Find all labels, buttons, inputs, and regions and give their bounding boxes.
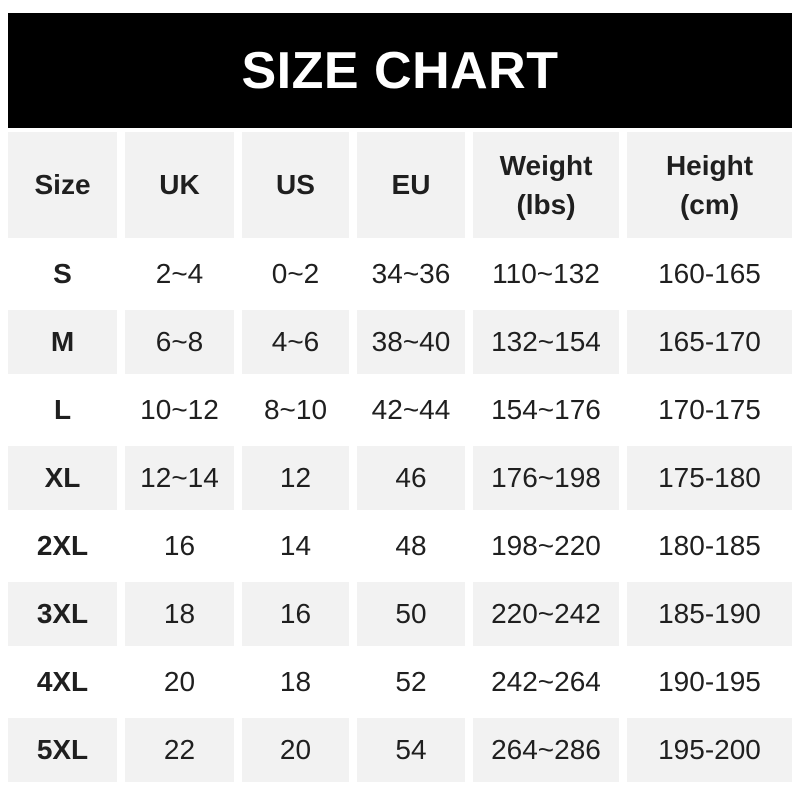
row-label-cell: M [8,310,117,374]
title-banner: SIZE CHART [8,13,792,128]
table-cell: 52 [357,650,465,714]
table-row-xl: XL 12~14 12 46 176~198 175-180 [8,446,792,510]
row-label-cell: 3XL [8,582,117,646]
page-title: SIZE CHART [241,41,559,100]
table-cell: 180-185 [627,514,792,578]
table-cell: 110~132 [473,242,619,306]
table-cell: 6~8 [125,310,234,374]
column-header-label: Weight [499,149,593,181]
table-row-s: S 2~4 0~2 34~36 110~132 160-165 [8,242,792,306]
table-cell: 12 [242,446,349,510]
table-cell: 160-165 [627,242,792,306]
column-header-label: US [276,169,315,201]
row-label-cell: L [8,378,117,442]
table-cell: 175-180 [627,446,792,510]
table-cell: 132~154 [473,310,619,374]
column-header-eu: EU [357,132,465,238]
table-cell: 34~36 [357,242,465,306]
table-cell: 242~264 [473,650,619,714]
table-cell: 14 [242,514,349,578]
table-cell: 38~40 [357,310,465,374]
table-cell: 16 [125,514,234,578]
table-cell: 22 [125,718,234,782]
table-cell: 170-175 [627,378,792,442]
column-header-size: Size [8,132,117,238]
row-label-cell: 2XL [8,514,117,578]
table-cell: 50 [357,582,465,646]
table-cell: 18 [125,582,234,646]
table-cell: 195-200 [627,718,792,782]
table-cell: 154~176 [473,378,619,442]
table-cell: 16 [242,582,349,646]
table-row-3xl: 3XL 18 16 50 220~242 185-190 [8,582,792,646]
table-cell: 12~14 [125,446,234,510]
column-header-unit: (cm) [679,189,740,220]
table-cell: 264~286 [473,718,619,782]
table-cell: 176~198 [473,446,619,510]
table-cell: 4~6 [242,310,349,374]
table-cell: 10~12 [125,378,234,442]
column-header-us: US [242,132,349,238]
table-cell: 20 [242,718,349,782]
table-cell: 46 [357,446,465,510]
column-header-uk: UK [125,132,234,238]
column-header-weight: Weight (lbs) [473,132,619,238]
column-header-label: UK [159,169,200,201]
column-header-height: Height (cm) [627,132,792,238]
column-header-unit: (lbs) [516,189,576,220]
column-header-label: EU [391,169,431,201]
table-row-4xl: 4XL 20 18 52 242~264 190-195 [8,650,792,714]
column-header-label: Size [34,169,91,201]
table-row-m: M 6~8 4~6 38~40 132~154 165-170 [8,310,792,374]
size-chart-table: Size UK US EU Weight (lbs) Height (cm) S… [0,128,800,786]
table-cell: 18 [242,650,349,714]
table-cell: 42~44 [357,378,465,442]
column-header-label: Height [665,149,754,181]
row-label-cell: 5XL [8,718,117,782]
row-label-cell: XL [8,446,117,510]
table-cell: 198~220 [473,514,619,578]
table-row-5xl: 5XL 22 20 54 264~286 195-200 [8,718,792,782]
table-cell: 220~242 [473,582,619,646]
table-cell: 165-170 [627,310,792,374]
table-cell: 8~10 [242,378,349,442]
table-cell: 185-190 [627,582,792,646]
table-cell: 48 [357,514,465,578]
table-row-l: L 10~12 8~10 42~44 154~176 170-175 [8,378,792,442]
table-cell: 20 [125,650,234,714]
row-label-cell: 4XL [8,650,117,714]
table-cell: 0~2 [242,242,349,306]
table-row-2xl: 2XL 16 14 48 198~220 180-185 [8,514,792,578]
table-cell: 54 [357,718,465,782]
header-row: Size UK US EU Weight (lbs) Height (cm) [8,132,792,238]
row-label-cell: S [8,242,117,306]
table-cell: 2~4 [125,242,234,306]
table-cell: 190-195 [627,650,792,714]
